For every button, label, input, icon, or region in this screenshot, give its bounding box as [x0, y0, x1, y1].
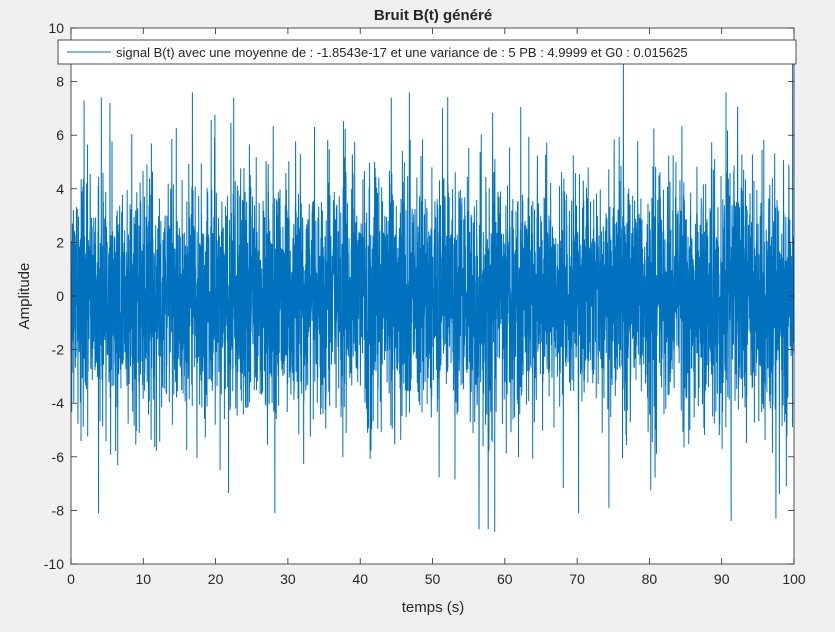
signal-line	[70, 62, 795, 532]
y-tick-label: 10	[48, 20, 64, 36]
legend-label: signal B(t) avec une moyenne de : -1.854…	[116, 45, 688, 60]
y-tick-label: -8	[52, 502, 65, 518]
y-tick-label: 6	[56, 127, 64, 143]
legend-box	[57, 39, 797, 65]
y-tick-label: -6	[52, 449, 65, 465]
legend: signal B(t) avec une moyenne de : -1.854…	[57, 39, 797, 65]
x-tick-label: 20	[208, 571, 224, 587]
y-axis-label: Amplitude	[16, 263, 33, 330]
y-tick-label: -4	[52, 395, 65, 411]
x-tick-label: 50	[425, 571, 441, 587]
y-tick-label: 2	[56, 234, 64, 250]
x-tick-label: 40	[352, 571, 368, 587]
chart-title: Bruit B(t) généré	[374, 7, 492, 24]
signal-trace	[70, 62, 795, 532]
x-tick-label: 60	[497, 571, 513, 587]
y-tick-label: 0	[56, 288, 64, 304]
x-tick-label: 0	[67, 571, 75, 587]
x-tick-label: 90	[714, 571, 730, 587]
x-tick-label: 80	[642, 571, 658, 587]
x-tick-label: 70	[569, 571, 585, 587]
y-tick-label: -10	[44, 556, 64, 572]
x-tick-label: 30	[280, 571, 296, 587]
x-tick-label: 10	[136, 571, 152, 587]
x-axis: 0 10 20 30 40 50 60 70 80 90 100	[67, 28, 806, 587]
x-axis-label: temps (s)	[402, 599, 465, 616]
y-tick-label: -2	[52, 342, 65, 358]
y-tick-label: 8	[56, 74, 64, 90]
y-axis: -10 -8 -6 -4 -2 0 2 4 6 8 10	[44, 20, 794, 572]
x-tick-label: 100	[782, 571, 806, 587]
y-tick-label: 4	[56, 181, 64, 197]
